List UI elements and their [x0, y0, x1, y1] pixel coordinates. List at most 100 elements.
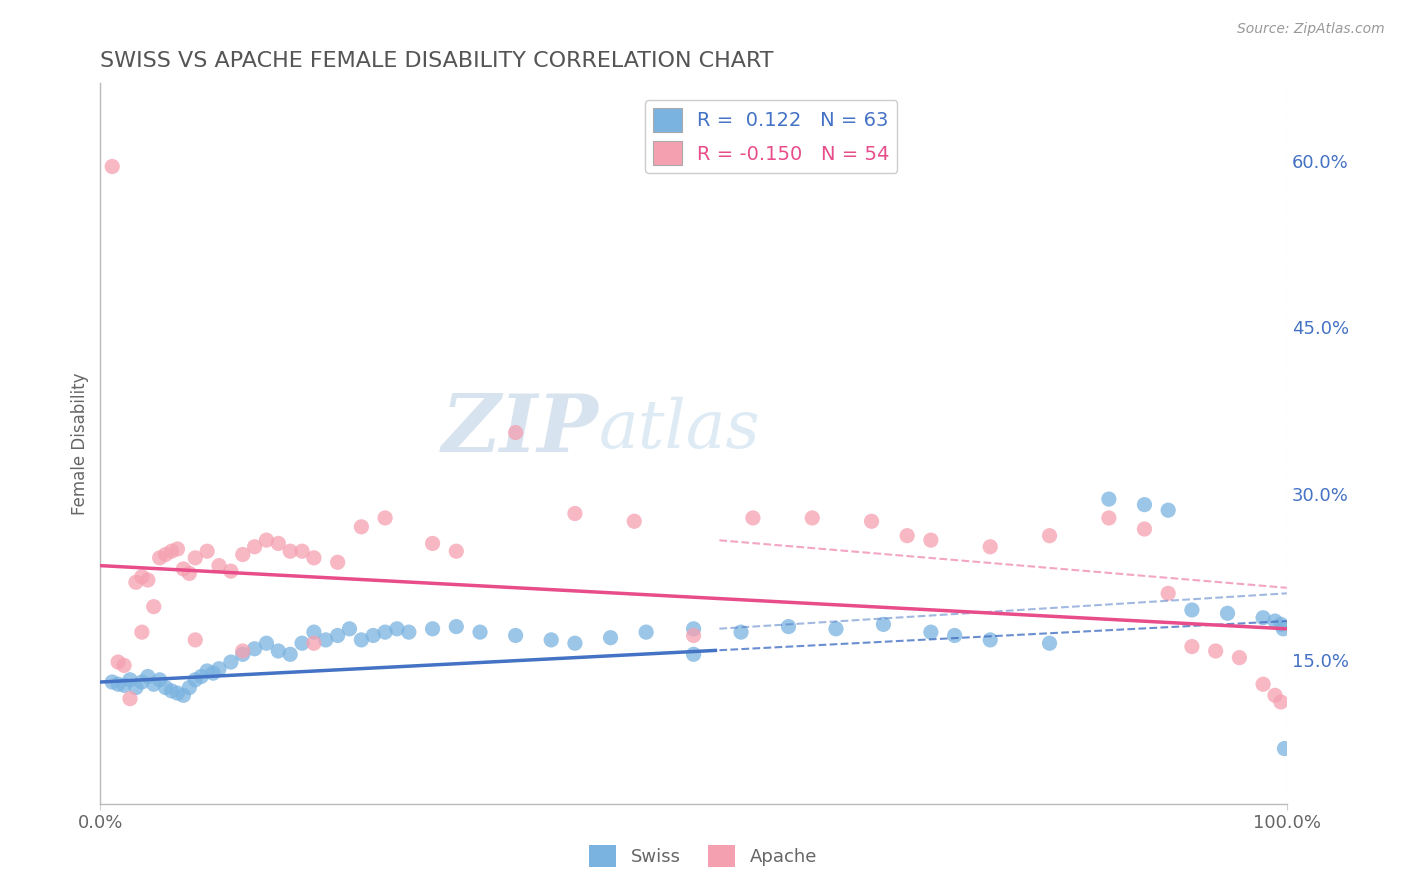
Point: [599, 631, 621, 645]
Point: [682, 648, 704, 662]
Point: [1272, 622, 1295, 636]
Point: [125, 575, 148, 590]
Point: [131, 625, 153, 640]
Text: atlas: atlas: [599, 397, 761, 462]
Point: [1216, 607, 1239, 621]
Point: [219, 564, 242, 578]
Point: [208, 662, 231, 676]
Point: [398, 625, 420, 640]
Point: [166, 541, 188, 556]
Point: [125, 681, 148, 695]
Point: [339, 622, 361, 636]
Point: [195, 544, 218, 558]
Point: [256, 636, 278, 650]
Point: [232, 644, 254, 658]
Point: [243, 540, 266, 554]
Point: [564, 507, 586, 521]
Point: [101, 675, 124, 690]
Point: [730, 625, 752, 640]
Point: [1133, 498, 1156, 512]
Point: [278, 544, 301, 558]
Point: [920, 533, 942, 548]
Point: [291, 544, 314, 558]
Point: [112, 678, 135, 692]
Point: [505, 425, 527, 440]
Point: [1157, 503, 1180, 517]
Y-axis label: Female Disability: Female Disability: [72, 373, 89, 515]
Point: [1270, 617, 1292, 632]
Point: [1038, 636, 1060, 650]
Point: [326, 555, 349, 569]
Point: [142, 677, 165, 691]
Point: [184, 673, 207, 687]
Point: [267, 536, 290, 550]
Point: [1264, 689, 1286, 703]
Point: [825, 622, 848, 636]
Point: [195, 664, 218, 678]
Point: [267, 644, 290, 658]
Point: [172, 689, 194, 703]
Point: [860, 514, 883, 528]
Point: [1098, 511, 1121, 525]
Point: [326, 628, 349, 642]
Point: [131, 675, 153, 690]
Point: [1264, 614, 1286, 628]
Point: [742, 511, 765, 525]
Point: [979, 540, 1001, 554]
Point: [131, 570, 153, 584]
Point: [872, 617, 894, 632]
Point: [118, 691, 141, 706]
Point: [468, 625, 491, 640]
Point: [243, 641, 266, 656]
Point: [256, 533, 278, 548]
Point: [101, 160, 124, 174]
Point: [374, 511, 396, 525]
Point: [1274, 741, 1296, 756]
Point: [107, 677, 129, 691]
Point: [160, 544, 183, 558]
Point: [202, 666, 225, 681]
Point: [107, 655, 129, 669]
Point: [142, 599, 165, 614]
Point: [172, 562, 194, 576]
Point: [1133, 522, 1156, 536]
Point: [1227, 650, 1250, 665]
Point: [179, 566, 201, 581]
Point: [1181, 640, 1204, 654]
Text: ZIP: ZIP: [441, 391, 599, 468]
Point: [540, 632, 562, 647]
Point: [623, 514, 645, 528]
Point: [943, 628, 966, 642]
Point: [219, 655, 242, 669]
Point: [291, 636, 314, 650]
Point: [564, 636, 586, 650]
Point: [160, 684, 183, 698]
Point: [232, 548, 254, 562]
Point: [149, 550, 172, 565]
Point: [136, 669, 159, 683]
Point: [385, 622, 408, 636]
Point: [1251, 611, 1274, 625]
Point: [920, 625, 942, 640]
Text: Source: ZipAtlas.com: Source: ZipAtlas.com: [1237, 22, 1385, 37]
Point: [422, 622, 444, 636]
Point: [136, 573, 159, 587]
Point: [1098, 492, 1121, 507]
Point: [1270, 695, 1292, 709]
Point: [118, 673, 141, 687]
Point: [778, 619, 800, 633]
Point: [350, 632, 373, 647]
Point: [636, 625, 658, 640]
Point: [446, 544, 468, 558]
Point: [1038, 529, 1060, 543]
Point: [302, 550, 325, 565]
Point: [446, 619, 468, 633]
Point: [184, 632, 207, 647]
Point: [505, 628, 527, 642]
Point: [155, 681, 177, 695]
Point: [315, 632, 337, 647]
Point: [1157, 586, 1180, 600]
Point: [896, 529, 918, 543]
Point: [361, 628, 384, 642]
Point: [1205, 644, 1227, 658]
